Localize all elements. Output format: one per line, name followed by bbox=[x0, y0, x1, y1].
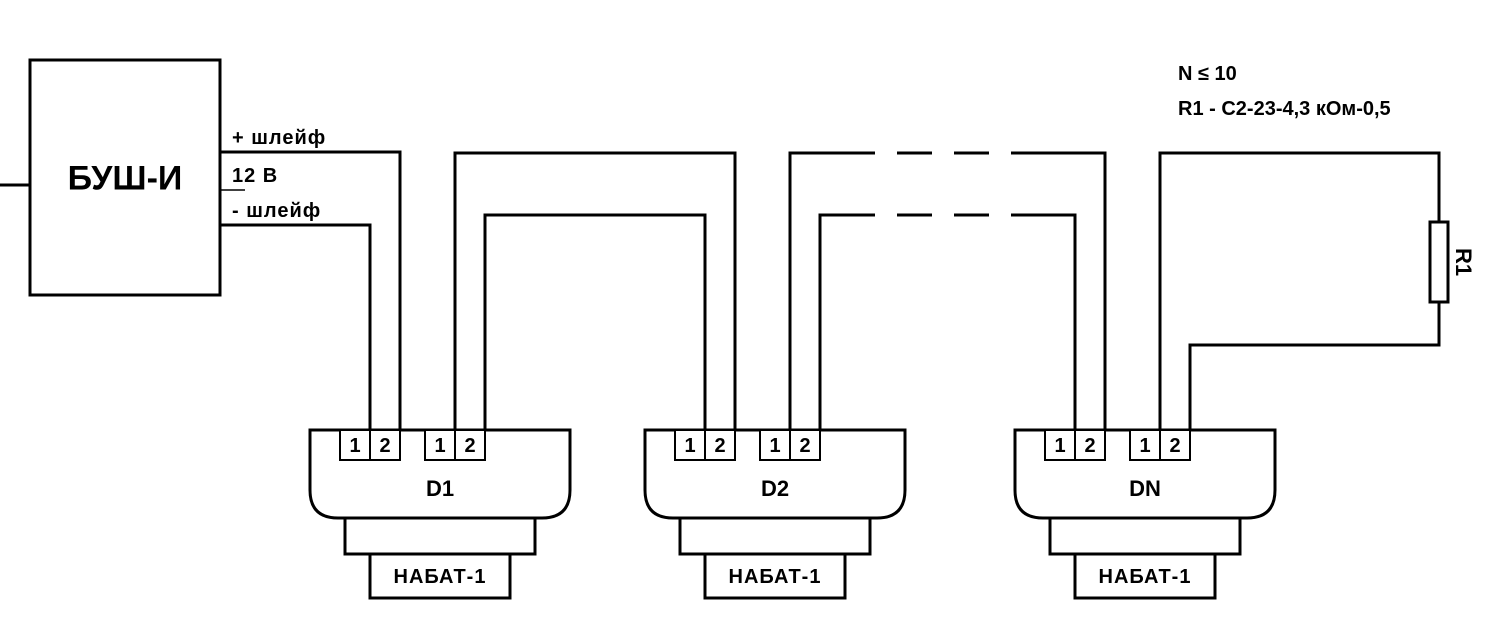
device-D2: D2НАБАТ-11212 bbox=[645, 430, 905, 598]
pin-label-D2-1: 2 bbox=[714, 435, 725, 457]
device-id-DN: DN bbox=[1129, 476, 1161, 501]
pin-label-DN-3: 2 bbox=[1169, 435, 1180, 457]
resistor-r1 bbox=[1430, 222, 1448, 302]
device-DN: DNНАБАТ-11212 bbox=[1015, 430, 1275, 598]
device-D1: D1НАБАТ-11212 bbox=[310, 430, 570, 598]
device-id-D2: D2 bbox=[761, 476, 789, 501]
pin-label-D1-2: 1 bbox=[434, 435, 445, 457]
port-label-v12: 12 В bbox=[232, 165, 278, 187]
pin-label-D1-1: 2 bbox=[379, 435, 390, 457]
device-base-label-DN: НАБАТ-1 bbox=[1099, 566, 1192, 588]
device-base-label-D2: НАБАТ-1 bbox=[729, 566, 822, 588]
resistor-label: R1 bbox=[1451, 248, 1476, 276]
pin-label-D2-2: 1 bbox=[769, 435, 780, 457]
pin-label-D1-0: 1 bbox=[349, 435, 360, 457]
pin-label-D2-0: 1 bbox=[684, 435, 695, 457]
device-base-label-D1: НАБАТ-1 bbox=[394, 566, 487, 588]
note-n-limit: N ≤ 10 bbox=[1178, 63, 1237, 85]
port-label-minus: - шлейф bbox=[232, 200, 321, 222]
port-label-plus: + шлейф bbox=[232, 127, 326, 149]
pin-label-DN-0: 1 bbox=[1054, 435, 1065, 457]
device-id-D1: D1 bbox=[426, 476, 454, 501]
pin-label-D1-3: 2 bbox=[464, 435, 475, 457]
source-label: БУШ-И bbox=[68, 160, 183, 198]
note-r1-spec: R1 - C2-23-4,3 кОм-0,5 bbox=[1178, 98, 1391, 120]
pin-label-DN-1: 2 bbox=[1084, 435, 1095, 457]
pin-label-DN-2: 1 bbox=[1139, 435, 1150, 457]
pin-label-D2-3: 2 bbox=[799, 435, 810, 457]
